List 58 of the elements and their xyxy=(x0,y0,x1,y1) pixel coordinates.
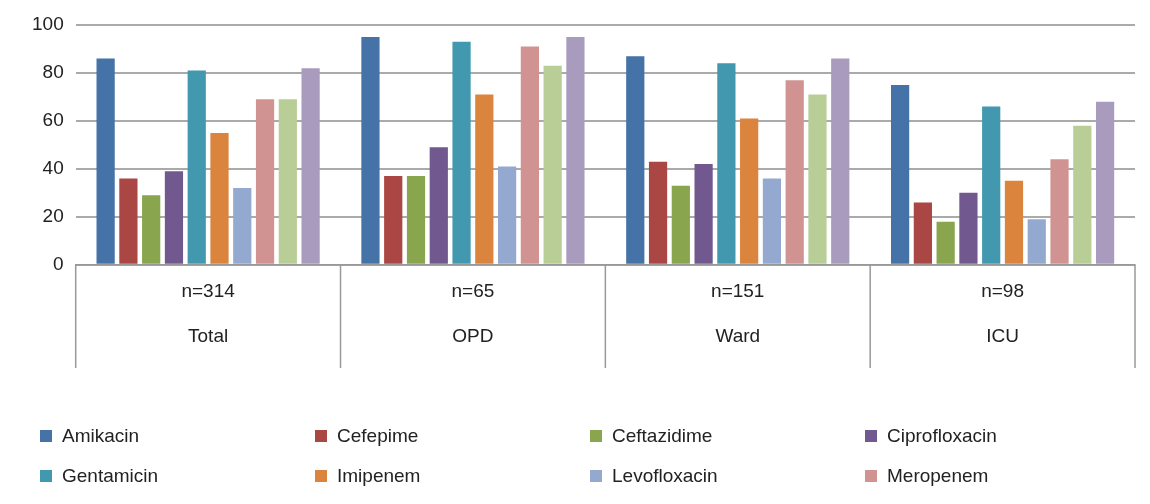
legend-label: Ciprofloxacin xyxy=(887,425,997,447)
bar xyxy=(671,185,690,264)
bar xyxy=(475,94,494,264)
bar xyxy=(301,68,320,264)
bar xyxy=(96,58,115,264)
legend-label: Cefepime xyxy=(337,425,419,447)
bar xyxy=(648,161,668,264)
bar xyxy=(497,166,517,264)
bar xyxy=(119,178,138,264)
bar xyxy=(164,171,184,264)
bar xyxy=(694,164,713,264)
category-label: n=151 Ward xyxy=(711,279,765,347)
bar xyxy=(1050,159,1069,264)
bar xyxy=(384,176,403,264)
bar xyxy=(429,147,448,264)
bar xyxy=(566,36,585,264)
bar xyxy=(452,41,471,264)
y-tick-label: 40 xyxy=(42,157,64,179)
bar xyxy=(1027,219,1046,264)
category-label: n=98 ICU xyxy=(981,279,1024,347)
bar xyxy=(278,99,297,264)
bar xyxy=(785,80,804,264)
bar xyxy=(406,176,426,264)
bar xyxy=(520,46,539,264)
bar xyxy=(1073,125,1092,264)
bar xyxy=(890,84,910,264)
bar xyxy=(717,63,736,264)
category-label: n=65 OPD xyxy=(451,279,495,347)
y-tick-label: 0 xyxy=(53,253,64,275)
y-tick-label: 80 xyxy=(42,61,64,83)
bar xyxy=(255,99,275,264)
legend-label: Ceftazidime xyxy=(612,425,713,447)
legend-label: Meropenem xyxy=(887,465,989,487)
bar xyxy=(142,195,161,264)
bar xyxy=(233,188,252,264)
bar xyxy=(543,65,562,264)
legend-label: Gentamicin xyxy=(62,465,159,487)
y-tick-label: 60 xyxy=(42,109,64,131)
legend-label: Levofloxacin xyxy=(612,465,718,487)
y-tick-label: 20 xyxy=(42,205,64,227)
bar xyxy=(982,106,1001,264)
bar xyxy=(913,202,932,264)
bar xyxy=(187,70,206,264)
bar xyxy=(808,94,827,264)
bar xyxy=(936,221,955,264)
bar xyxy=(959,192,978,264)
bar xyxy=(210,132,229,264)
bar xyxy=(1004,180,1024,264)
bar xyxy=(740,118,759,264)
category-label: n=314 Total xyxy=(181,279,235,347)
bar xyxy=(361,36,380,264)
bar xyxy=(1095,101,1115,264)
legend-label: Imipenem xyxy=(337,465,421,487)
legend-label: Amikacin xyxy=(62,425,140,447)
bar xyxy=(831,58,850,264)
bar xyxy=(762,178,782,264)
y-tick-label: 100 xyxy=(32,13,64,35)
bar xyxy=(626,56,645,264)
